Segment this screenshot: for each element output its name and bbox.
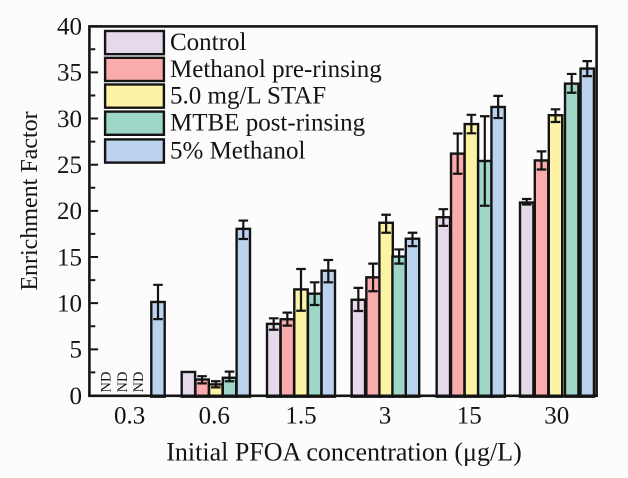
- svg-text:MTBE post-rinsing: MTBE post-rinsing: [170, 110, 366, 137]
- svg-text:25: 25: [57, 152, 82, 179]
- svg-text:15: 15: [457, 403, 482, 430]
- svg-text:30: 30: [57, 106, 82, 133]
- svg-text:5.0 mg/L STAF: 5.0 mg/L STAF: [170, 83, 326, 110]
- svg-text:15: 15: [57, 244, 82, 271]
- svg-text:ND: ND: [115, 372, 131, 393]
- svg-text:Initial PFOA concentration (μg: Initial PFOA concentration (μg/L): [166, 438, 521, 467]
- svg-text:0: 0: [70, 383, 83, 410]
- svg-text:ND: ND: [131, 372, 147, 393]
- svg-text:0.3: 0.3: [114, 403, 145, 430]
- svg-text:40: 40: [57, 14, 82, 41]
- svg-text:10: 10: [57, 290, 82, 317]
- svg-text:0.6: 0.6: [199, 403, 230, 430]
- svg-text:ND: ND: [98, 372, 114, 393]
- svg-text:20: 20: [57, 198, 82, 225]
- svg-text:35: 35: [57, 60, 82, 87]
- svg-text:Methanol pre-rinsing: Methanol pre-rinsing: [170, 56, 382, 83]
- svg-text:Control: Control: [170, 29, 246, 56]
- svg-text:30: 30: [544, 403, 569, 430]
- svg-text:1.5: 1.5: [285, 403, 316, 430]
- svg-text:5% Methanol: 5% Methanol: [170, 138, 305, 165]
- svg-text:3: 3: [379, 403, 392, 430]
- svg-text:5: 5: [70, 337, 83, 364]
- svg-text:Enrichment Factor: Enrichment Factor: [17, 111, 43, 290]
